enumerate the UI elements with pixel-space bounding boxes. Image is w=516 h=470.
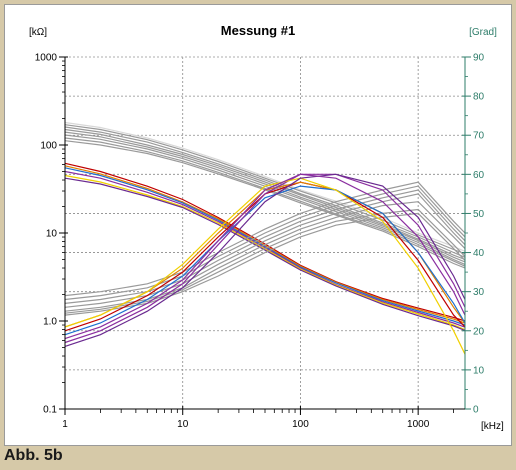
- right-axis-tick-label: 0: [473, 405, 479, 416]
- right-axis-tick-label: 80: [473, 92, 485, 103]
- left-axis-tick-label: 1000: [35, 53, 58, 64]
- right-axis-tick-label: 60: [473, 170, 485, 181]
- series-line-16: [64, 185, 466, 301]
- series-line-22: [64, 181, 466, 332]
- series-line-19: [64, 201, 466, 312]
- series-line-9: [64, 162, 466, 322]
- series-line-27: [64, 173, 466, 347]
- x-axis-tick-label: 100: [292, 419, 309, 430]
- right-axis-tick-label: 90: [473, 53, 485, 64]
- right-axis-tick-label: 50: [473, 209, 485, 220]
- left-axis-unit-label: [kΩ]: [29, 27, 47, 38]
- axes: 0.1 1.0 10 100 1000 0 10 20 30 40 50 60 70 80 90 1 10 100…: [35, 53, 485, 431]
- series-line-15: [64, 181, 466, 297]
- series-line-2: [64, 126, 466, 258]
- series-line-7: [64, 140, 466, 269]
- left-axis-tick-label: 1.0: [43, 317, 57, 328]
- series-line-13: [64, 174, 466, 331]
- series-line-24: [64, 185, 466, 336]
- left-axis-tick-label: 100: [40, 141, 57, 152]
- figure-caption: Abb. 5b: [4, 447, 63, 464]
- series-line-6: [64, 137, 466, 267]
- series-line-21: [64, 212, 466, 316]
- series-line-12: [64, 170, 466, 328]
- chart-title: Messung #1: [221, 23, 295, 38]
- series-line-20: [64, 208, 466, 314]
- plot-lines: [64, 121, 466, 355]
- impedance-phase-chart: Messung #1 [kΩ] [Grad] [kHz] 0.11.010100…: [29, 23, 504, 432]
- x-axis-unit-label: [kHz]: [481, 421, 504, 432]
- right-axis-tick-label: 70: [473, 131, 485, 142]
- series-line-10: [64, 165, 466, 324]
- x-axis-tick-label: 1000: [407, 419, 430, 430]
- right-axis-unit-label: [Grad]: [469, 27, 497, 38]
- right-axis-tick-label: 10: [473, 365, 485, 376]
- x-axis-tick-label: 10: [177, 419, 189, 430]
- series-line-18: [64, 193, 466, 308]
- right-axis-tick-label: 30: [473, 287, 485, 298]
- left-axis-tick-label: 10: [46, 229, 58, 240]
- x-axis-tick-label: 1: [62, 419, 68, 430]
- series-line-17: [64, 189, 466, 304]
- series-line-26: [64, 177, 466, 355]
- series-line-14: [64, 177, 466, 332]
- series-line-28: [64, 173, 466, 340]
- right-axis-tick-label: 20: [473, 326, 485, 337]
- right-axis-tick-label: 40: [473, 248, 485, 259]
- chart-panel: Messung #1 [kΩ] [Grad] [kHz] 0.1 1.0 10 100…: [4, 4, 512, 446]
- series-line-11: [64, 167, 466, 326]
- series-line-25: [64, 173, 466, 344]
- left-axis-tick-label: 0.1: [43, 405, 57, 416]
